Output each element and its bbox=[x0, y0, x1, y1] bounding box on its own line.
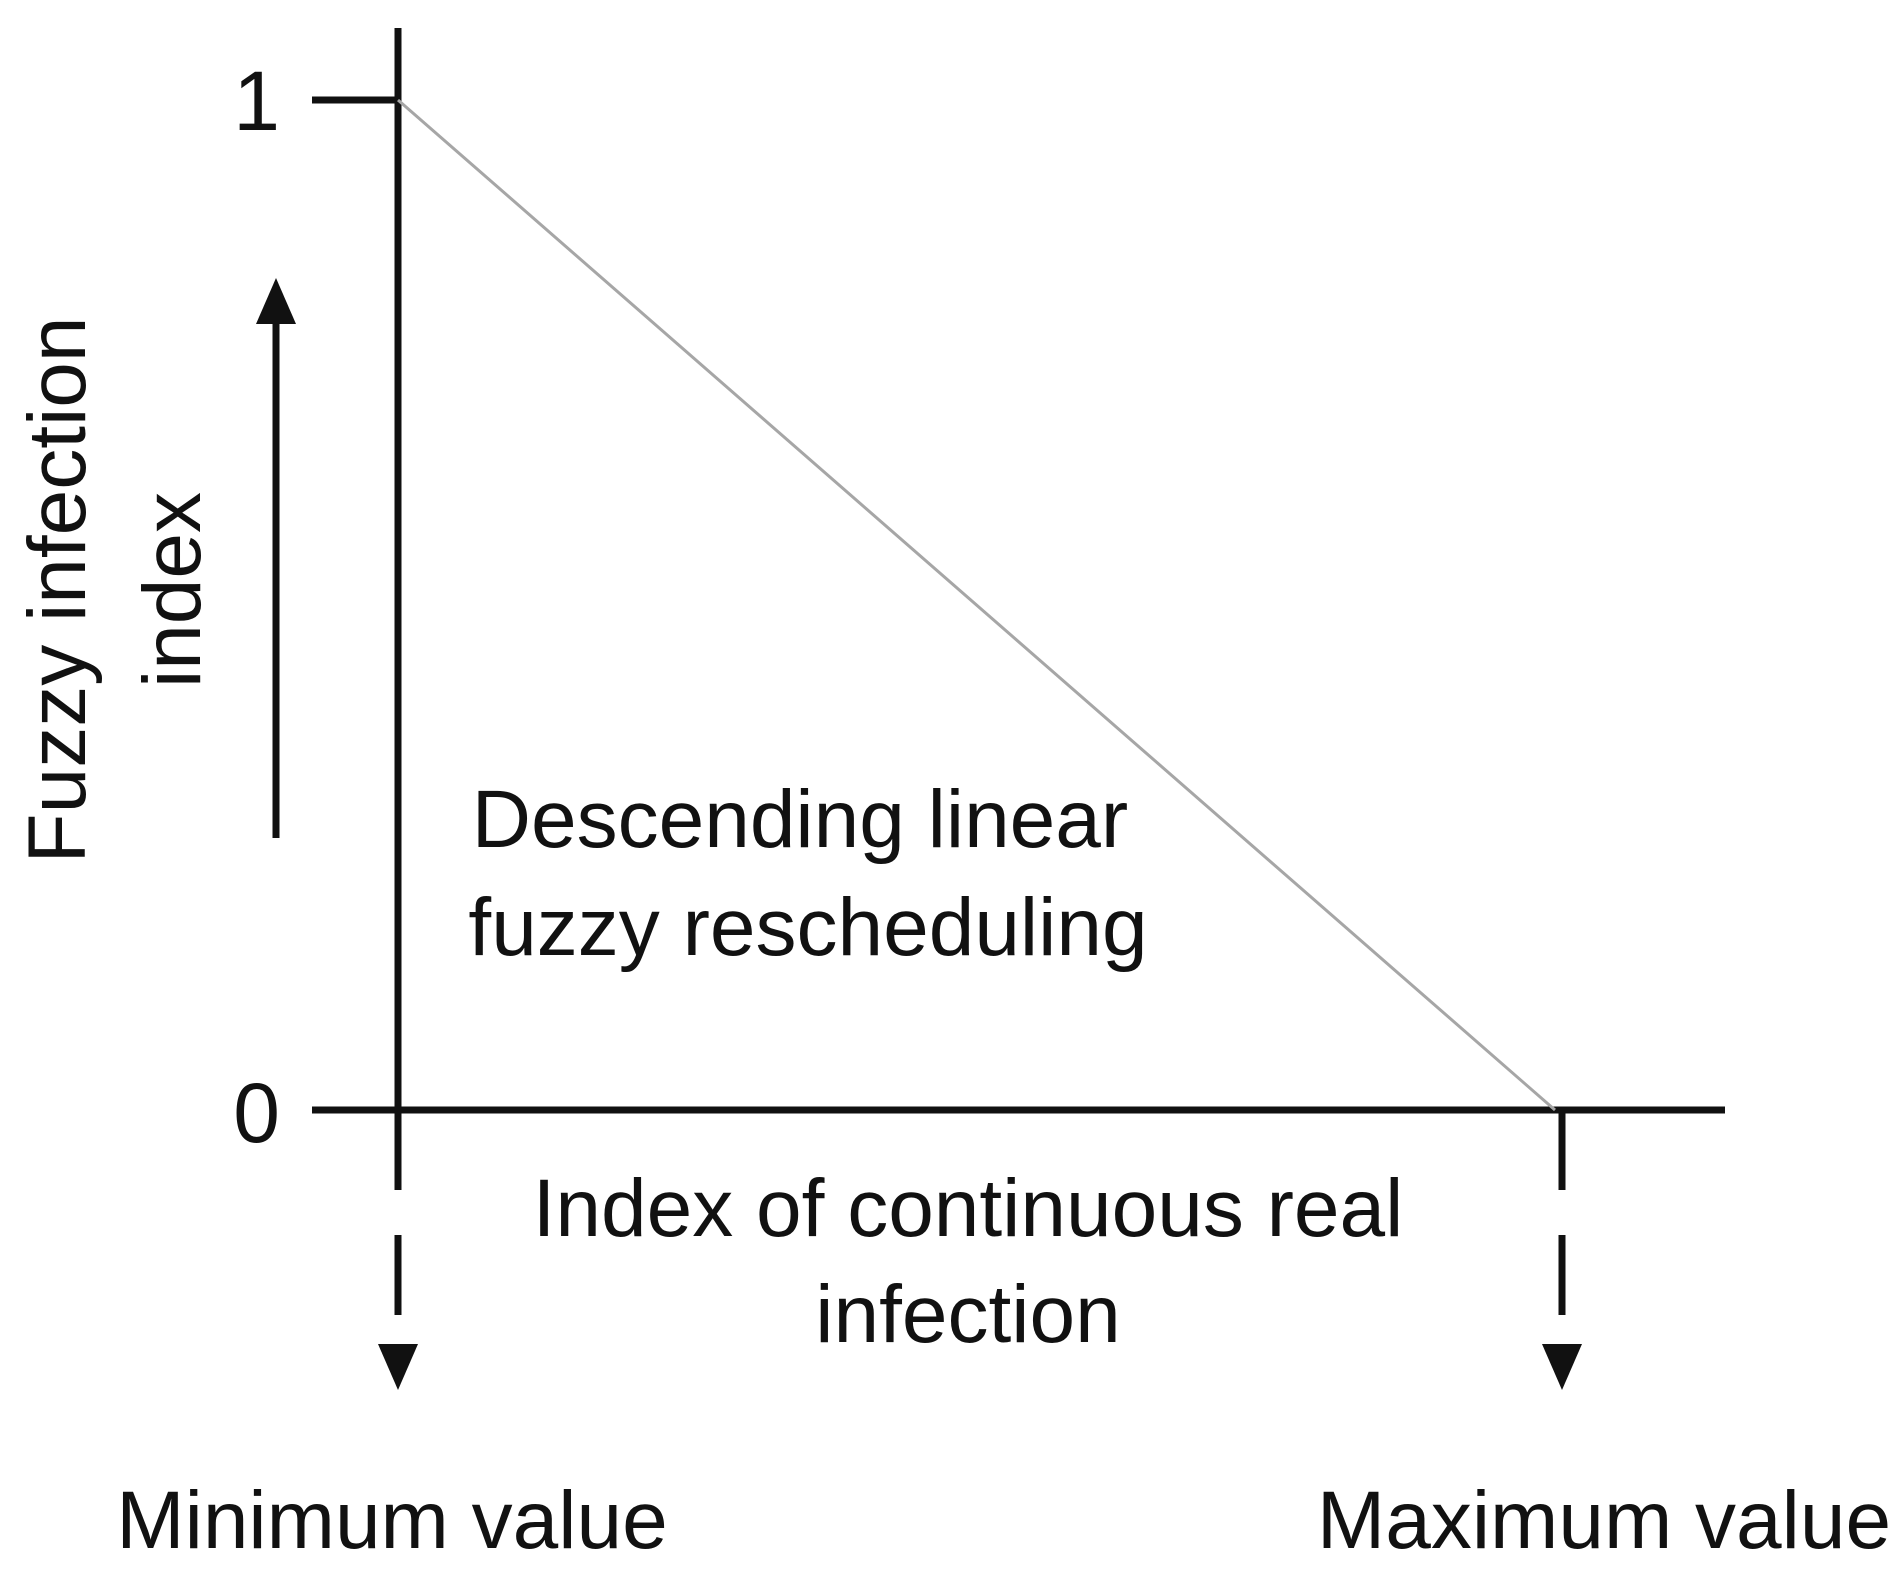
y-axis-label: Fuzzy infection index bbox=[12, 317, 218, 864]
max-down-arrow-icon bbox=[1542, 1344, 1582, 1390]
function-label-line1: Descending linear bbox=[472, 774, 1128, 865]
up-arrow-icon bbox=[256, 278, 296, 324]
min-value-label: Minimum value bbox=[116, 1475, 667, 1566]
y-tick-label-0: 0 bbox=[233, 1066, 280, 1160]
descending-membership-line bbox=[397, 98, 1556, 1112]
y-tick-label-1: 1 bbox=[233, 54, 280, 148]
y-axis-label-line2: index bbox=[127, 492, 218, 688]
max-value-label: Maximum value bbox=[1317, 1475, 1890, 1566]
y-axis-label-line1: Fuzzy infection bbox=[12, 317, 103, 864]
x-axis-label-line2: infection bbox=[815, 1269, 1120, 1360]
x-axis-label-line1: Index of continuous real bbox=[533, 1163, 1404, 1254]
function-label-line2: fuzzy rescheduling bbox=[468, 882, 1147, 973]
min-down-arrow-icon bbox=[378, 1344, 418, 1390]
